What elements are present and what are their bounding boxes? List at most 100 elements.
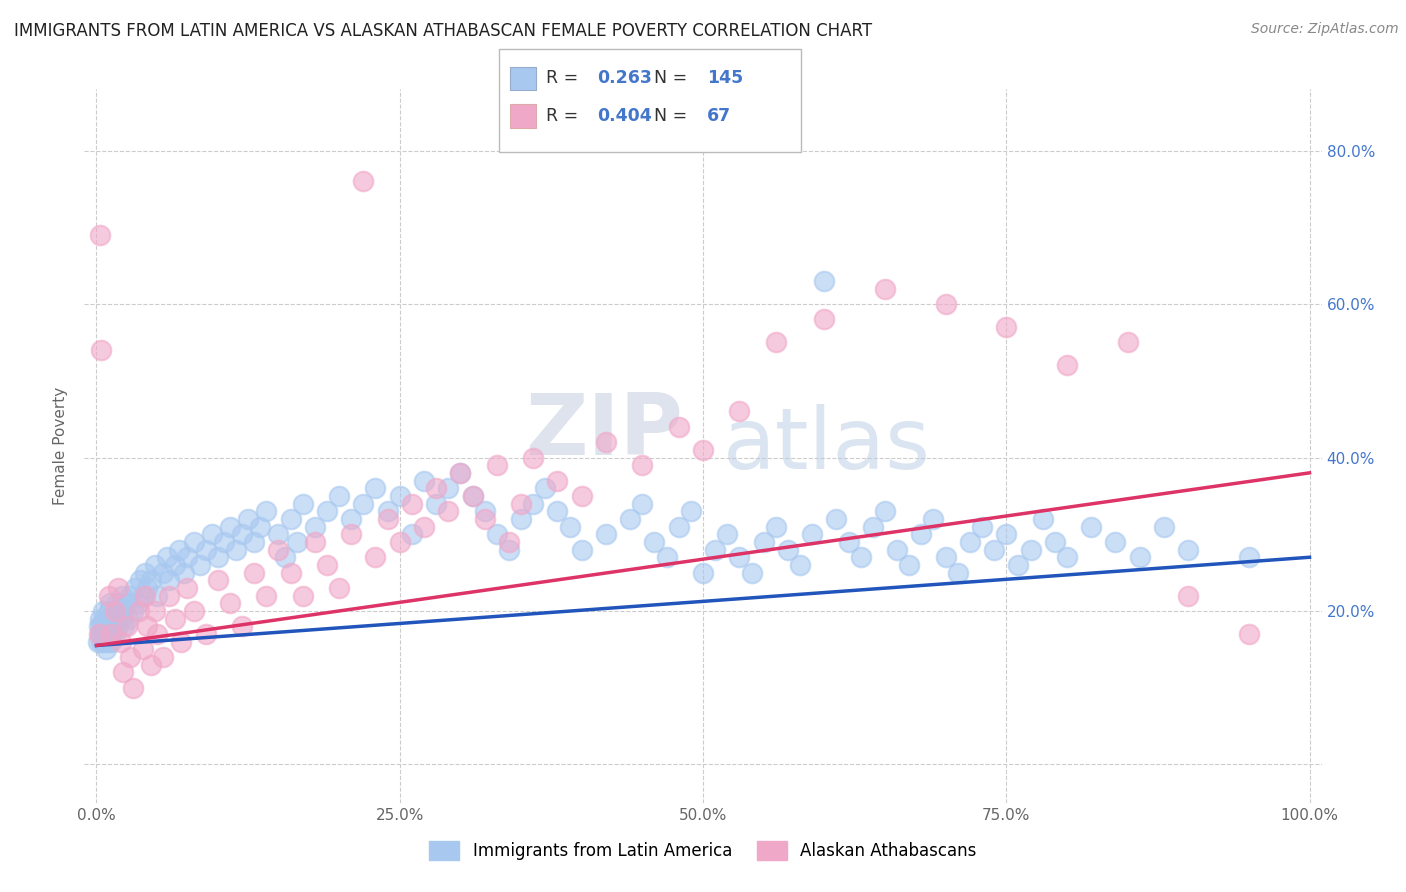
Point: [813, 312, 835, 326]
Point: [143, 604, 166, 618]
Point: [97, 589, 120, 603]
Point: [364, 550, 387, 565]
Point: [96, 627, 118, 641]
Point: [219, 596, 242, 610]
Point: [377, 512, 399, 526]
Point: [122, 604, 145, 618]
Point: [120, 589, 142, 603]
Point: [340, 512, 363, 526]
Point: [1043, 535, 1066, 549]
Point: [595, 435, 617, 450]
Point: [112, 665, 135, 680]
Y-axis label: Female Poverty: Female Poverty: [53, 387, 69, 505]
Point: [692, 442, 714, 457]
Point: [291, 589, 314, 603]
Point: [776, 542, 799, 557]
Point: [136, 619, 159, 633]
Point: [100, 634, 122, 648]
Point: [124, 581, 146, 595]
Point: [207, 574, 229, 588]
Point: [94, 619, 117, 633]
Point: [176, 581, 198, 595]
Point: [105, 596, 128, 610]
Point: [152, 650, 174, 665]
Point: [1056, 550, 1078, 565]
Point: [100, 627, 122, 641]
Point: [194, 542, 217, 557]
Point: [546, 504, 568, 518]
Point: [97, 604, 120, 618]
Point: [983, 542, 1005, 557]
Point: [849, 550, 872, 565]
Point: [156, 550, 179, 565]
Point: [1007, 558, 1029, 572]
Point: [280, 512, 302, 526]
Text: R =: R =: [546, 70, 583, 87]
Point: [449, 466, 471, 480]
Point: [115, 596, 138, 610]
Point: [194, 627, 217, 641]
Point: [995, 527, 1018, 541]
Point: [728, 404, 751, 418]
Point: [96, 612, 118, 626]
Point: [534, 481, 557, 495]
Point: [173, 566, 195, 580]
Point: [437, 481, 460, 495]
Text: ZIP: ZIP: [526, 390, 683, 474]
Point: [231, 527, 253, 541]
Point: [86, 634, 108, 648]
Point: [231, 619, 253, 633]
Text: Source: ZipAtlas.com: Source: ZipAtlas.com: [1251, 22, 1399, 37]
Point: [631, 497, 654, 511]
Point: [935, 297, 957, 311]
Point: [1177, 542, 1199, 557]
Point: [558, 519, 581, 533]
Point: [152, 566, 174, 580]
Point: [285, 535, 308, 549]
Point: [97, 634, 120, 648]
Point: [273, 550, 295, 565]
Point: [1019, 542, 1042, 557]
Point: [165, 612, 187, 626]
Point: [176, 550, 198, 565]
Point: [183, 535, 205, 549]
Point: [388, 535, 411, 549]
Point: [134, 589, 156, 603]
Point: [112, 604, 135, 618]
Point: [328, 489, 350, 503]
Point: [212, 535, 235, 549]
Point: [104, 604, 127, 618]
Point: [128, 604, 150, 618]
Point: [679, 504, 702, 518]
Point: [461, 489, 484, 503]
Point: [267, 527, 290, 541]
Point: [522, 450, 544, 465]
Point: [922, 512, 945, 526]
Point: [1032, 512, 1054, 526]
Point: [498, 542, 520, 557]
Point: [167, 542, 190, 557]
Point: [157, 589, 180, 603]
Point: [873, 282, 896, 296]
Point: [765, 519, 787, 533]
Point: [425, 497, 447, 511]
Point: [87, 627, 110, 641]
Point: [862, 519, 884, 533]
Point: [304, 535, 326, 549]
Point: [107, 581, 129, 595]
Point: [115, 619, 138, 633]
Point: [752, 535, 775, 549]
Point: [813, 274, 835, 288]
Point: [243, 535, 266, 549]
Point: [207, 550, 229, 565]
Point: [1116, 335, 1139, 350]
Point: [461, 489, 484, 503]
Point: [886, 542, 908, 557]
Point: [131, 642, 153, 657]
Point: [291, 497, 314, 511]
Point: [1237, 627, 1260, 641]
Point: [388, 489, 411, 503]
Point: [643, 535, 665, 549]
Point: [225, 542, 247, 557]
Point: [91, 604, 114, 618]
